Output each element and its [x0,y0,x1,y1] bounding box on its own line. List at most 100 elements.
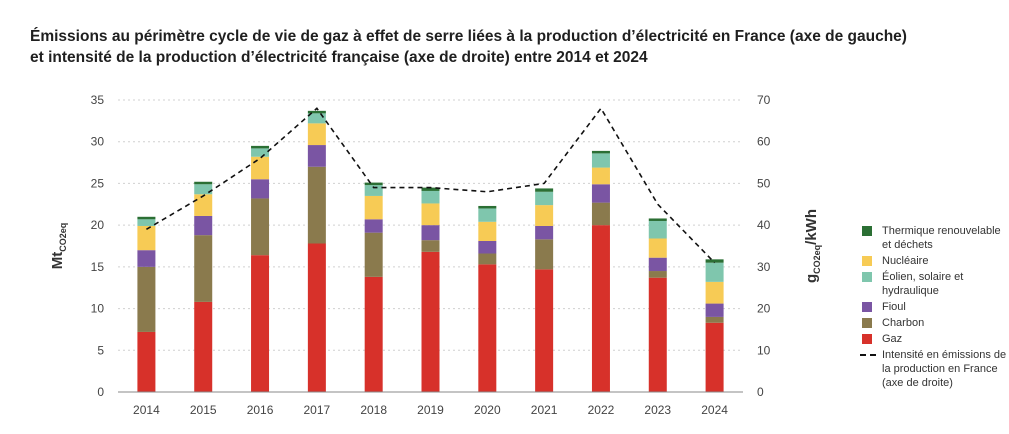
bar-segment [364,276,383,392]
y-left-tick-label: 25 [91,176,105,190]
bar-segment [478,240,497,254]
bar-segment [364,195,383,220]
legend-swatch-fioul [862,302,872,312]
y-right-tick-label: 40 [757,218,771,232]
legend-label-thermique: Thermique renouvelable et déchets [882,225,1001,251]
bar-segment [478,208,497,222]
y-left-tick-label: 30 [91,135,105,149]
y-left-tick-label: 20 [91,218,105,232]
bar-segment [535,205,554,226]
bar-segment [421,187,440,191]
bar-segment [705,281,724,304]
legend-dash-intensite [860,354,876,356]
legend-item-thermique: Thermique renouvelable et déchets [862,224,1007,252]
legend-item-eolien: Éolien, solaire et hydraulique [862,270,1007,298]
bar-segment [648,238,667,258]
bar-segment [648,277,667,392]
bar-segment [535,239,554,270]
legend-item-charbon: Charbon [862,316,1007,330]
y-left-tick-label: 35 [91,93,105,107]
bar-segment [705,322,724,392]
chart-title-line-2: et intensité de la production d’électric… [30,49,648,66]
bar-segment [421,203,440,226]
legend: Thermique renouvelable et déchets Nucléa… [860,224,1007,392]
bar-segment [591,225,610,392]
bar-segment [137,331,156,392]
y-left-tick-label: 15 [91,260,105,274]
bar-segment [535,269,554,392]
bar-segment [591,184,610,203]
bar-segment [251,255,270,392]
x-tick-label: 2016 [247,403,274,417]
bar-segment [591,202,610,226]
x-tick-label: 2021 [531,403,558,417]
bar-segment [137,216,156,220]
legend-label-charbon: Charbon [882,317,925,329]
bar-segment [478,264,497,392]
x-tick-label: 2015 [190,403,217,417]
y-right-tick-label: 30 [757,260,771,274]
bar-segment [251,145,270,149]
bar-segment [705,303,724,317]
bar-segment [307,166,326,244]
bar-segment [251,179,270,199]
chart-title: Émissions au périmètre cycle de vie de g… [30,26,990,68]
bar-segment [137,250,156,267]
x-tick-label: 2018 [360,403,387,417]
x-tick-label: 2022 [588,403,615,417]
x-tick-label: 2017 [304,403,331,417]
y-left-axis-label: MtCO2eq [49,223,68,270]
bar-segment [307,123,326,146]
x-tick-label: 2023 [644,403,671,417]
y-left-tick-label: 5 [97,343,104,357]
legend-swatch-charbon [862,318,872,328]
legend-label-gaz: Gaz [882,333,903,345]
bar-segment [307,113,326,124]
legend-label-fioul: Fioul [882,301,906,313]
y-right-tick-label: 10 [757,343,771,357]
bar-segment [591,167,610,185]
bar-segment [194,235,213,302]
intensity-line-layer [146,106,716,264]
gridlines [118,99,743,351]
y-left-tick-label: 10 [91,302,105,316]
bars [137,110,724,392]
legend-swatch-gaz [862,334,872,344]
bar-segment [421,251,440,392]
y-right-axis-label: gCO2eq/kWh [803,209,822,283]
bar-segment [705,259,724,263]
legend-swatch-thermique [862,226,872,236]
bar-segment [194,301,213,392]
bar-segment [591,150,610,154]
legend-item-nucleaire: Nucléaire [862,254,1007,268]
legend-label-eolien: Éolien, solaire et hydraulique [882,271,964,297]
bar-segment [705,316,724,323]
bar-segment [194,184,213,195]
bar-segment [251,148,270,157]
bar-segment [137,225,156,251]
bar-segment [137,266,156,332]
x-tick-label: 2019 [417,403,444,417]
bar-segment [421,190,440,204]
y-right-tick-label: 60 [757,135,771,149]
bar-segment [648,257,667,272]
bar-segment [364,185,383,196]
x-tick-label: 2024 [701,403,728,417]
y-right-tick-label: 20 [757,302,771,316]
bar-segment [648,271,667,278]
y-right-tick-label: 50 [757,176,771,190]
bar-segment [251,156,270,180]
x-tick-label: 2014 [133,403,160,417]
legend-item-intensite: Intensité en émissions de la production … [860,348,1007,390]
bar-segment [648,218,667,221]
y-left-tick-label: 0 [97,385,104,399]
bar-segment [478,253,497,265]
bar-segment [364,232,383,277]
legend-label-nucleaire: Nucléaire [882,255,929,267]
bar-segment [705,262,724,282]
bar-segment [478,205,497,209]
legend-item-fioul: Fioul [862,300,1007,314]
bar-segment [535,191,554,206]
